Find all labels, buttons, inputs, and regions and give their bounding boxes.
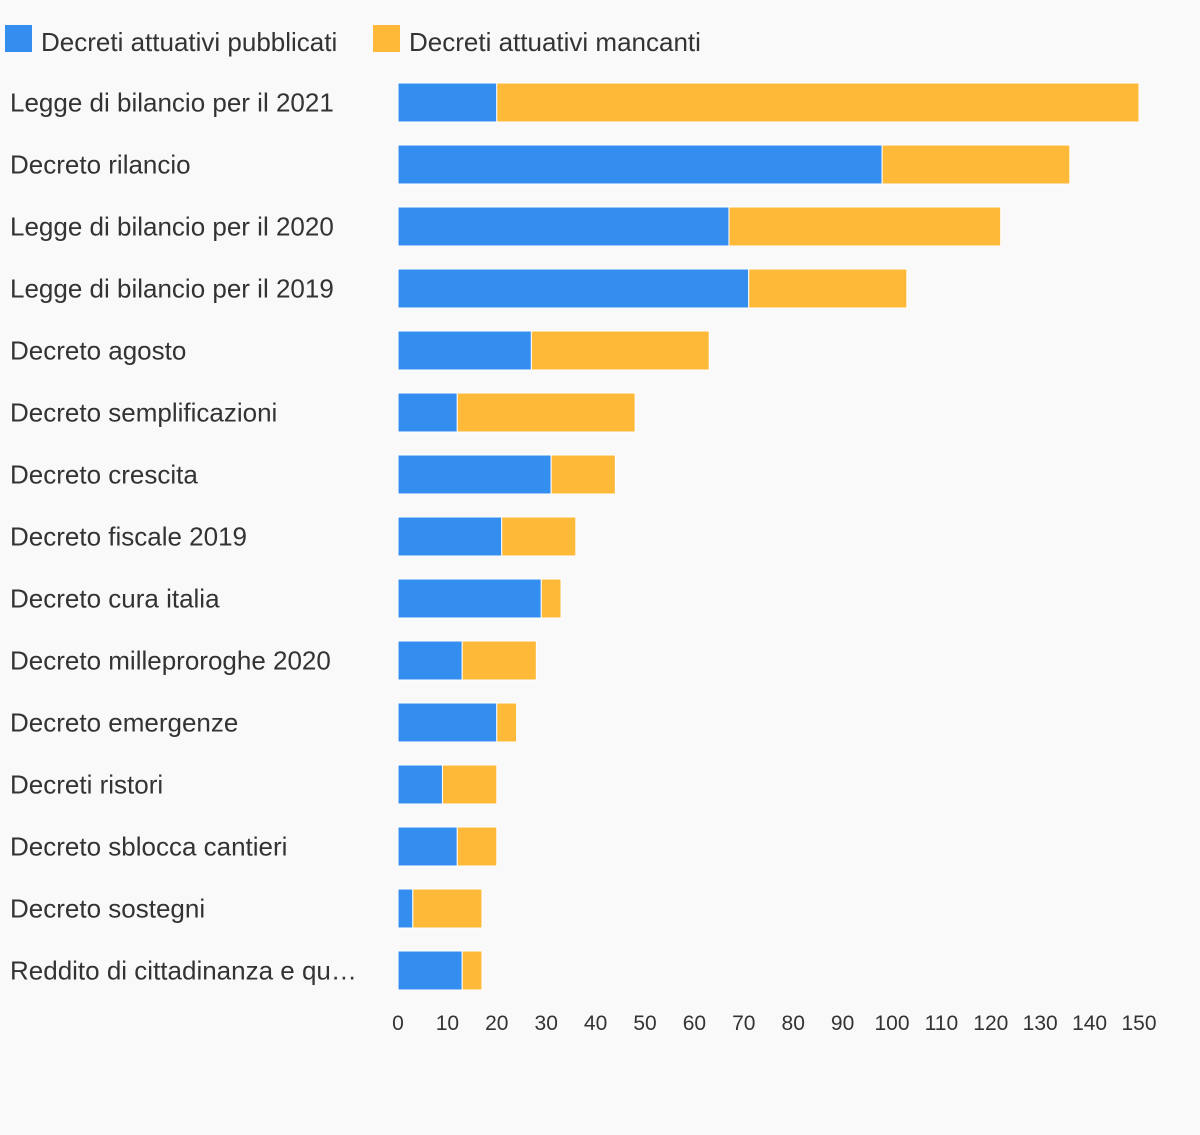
category-label: Legge di bilancio per il 2020 [10,212,334,242]
x-tick-label: 130 [1023,1012,1058,1035]
x-tick-label: 0 [392,1012,404,1035]
category-label: Decreto semplificazioni [10,398,277,428]
bars [397,82,1140,991]
category-label: Legge di bilancio per il 2019 [10,274,334,304]
x-tick-label: 80 [782,1012,805,1035]
x-tick-label: 10 [436,1012,459,1035]
bar-segment-mancanti [441,764,498,805]
bar-segment-mancanti [456,826,498,867]
x-tick-label: 60 [683,1012,706,1035]
bar-segment-pubblicati [397,330,532,371]
bar-segment-mancanti [501,516,577,557]
bar-segment-mancanti [496,82,1140,123]
x-tick-label: 50 [633,1012,656,1035]
legend: Decreti attuativi pubblicati Decreti attu… [5,25,701,57]
x-tick-label: 20 [485,1012,508,1035]
bar-segment-mancanti [550,454,616,495]
x-axis-ticks: 0 10 20 30 40 50 60 70 80 90 100 110 120 130 140 150 [392,1012,1156,1035]
x-tick-label: 140 [1072,1012,1107,1035]
bar-segment-pubblicati [397,392,458,433]
bar-segment-mancanti [461,640,537,681]
bar-segment-pubblicati [397,640,463,681]
bar-segment-pubblicati [397,454,552,495]
bar-segment-pubblicati [397,144,883,185]
bar-segment-pubblicati [397,516,503,557]
bar-segment-pubblicati [397,702,498,743]
category-label: Decreto crescita [10,460,198,490]
category-label: Decreti ristori [10,770,163,800]
x-tick-label: 110 [925,1012,958,1035]
category-label: Decreto rilancio [10,150,191,180]
bar-segment-mancanti [881,144,1071,185]
x-tick-label: 150 [1121,1012,1156,1035]
bar-segment-mancanti [540,578,562,619]
x-tick-label: 70 [732,1012,755,1035]
bar-segment-pubblicati [397,950,463,991]
bar-segment-mancanti [456,392,636,433]
x-tick-label: 120 [973,1012,1008,1035]
category-labels: Legge di bilancio per il 2021 Decreto ril… [10,88,357,986]
x-tick-label: 90 [831,1012,854,1035]
legend-label-1: Decreti attuativi pubblicati [41,27,337,57]
bar-segment-mancanti [748,268,908,309]
bar-segment-mancanti [412,888,483,929]
x-tick-label: 30 [535,1012,558,1035]
x-tick-label: 40 [584,1012,607,1035]
bar-segment-pubblicati [397,764,443,805]
category-label: Decreto fiscale 2019 [10,522,247,552]
bar-segment-pubblicati [397,826,458,867]
category-label: Reddito di cittadinanza e qu… [10,956,357,986]
category-label: Decreto milleproroghe 2020 [10,646,331,676]
legend-swatch-2 [373,25,400,52]
bar-segment-mancanti [461,950,483,991]
bar-segment-mancanti [728,206,1002,247]
category-label: Decreto agosto [10,336,186,366]
bar-segment-mancanti [496,702,518,743]
category-label: Decreto emergenze [10,708,238,738]
category-label: Legge di bilancio per il 2021 [10,88,334,118]
category-label: Decreto sblocca cantieri [10,832,287,862]
bar-segment-pubblicati [397,268,750,309]
category-label: Decreto sostegni [10,894,205,924]
bar-segment-mancanti [530,330,710,371]
legend-label-2: Decreti attuativi mancanti [409,27,701,57]
category-label: Decreto cura italia [10,584,220,614]
bar-segment-pubblicati [397,578,542,619]
bar-segment-pubblicati [397,888,414,929]
bar-segment-pubblicati [397,206,730,247]
bar-segment-pubblicati [397,82,498,123]
x-tick-label: 100 [874,1012,909,1035]
legend-swatch-1 [5,25,32,52]
